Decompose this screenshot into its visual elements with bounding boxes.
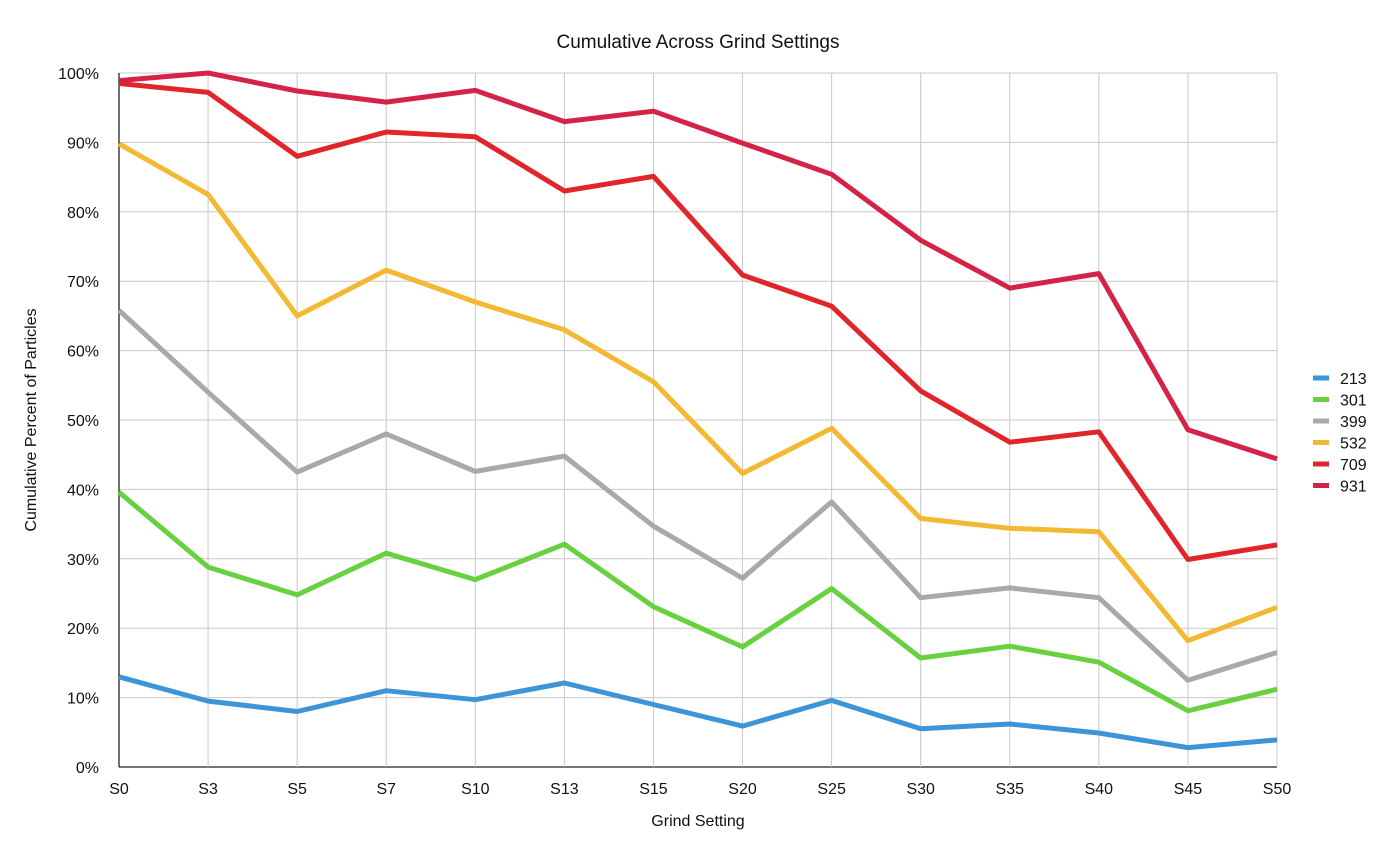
series-line-931: [118, 70, 1278, 462]
series-line-709: [118, 80, 1278, 562]
legend-label-301: 301: [1340, 393, 1367, 410]
horizontal-gridlines: [119, 72, 1277, 768]
x-tick-label: S3: [198, 781, 218, 798]
y-tick-label: 90%: [67, 135, 99, 152]
x-tick-label: S30: [906, 781, 935, 798]
legend-label-532: 532: [1340, 436, 1367, 453]
y-axis-tick-labels: 0% 10% 20% 30% 40% 50% 60% 70% 80% 90% 100%: [58, 66, 99, 777]
y-axis-label: Cumulative Percent of Particles: [23, 308, 40, 531]
series-line-213: [118, 674, 1278, 751]
x-tick-label: S25: [817, 781, 846, 798]
x-tick-label: S35: [996, 781, 1025, 798]
series-lines: [117, 70, 1278, 751]
y-tick-label: 0%: [76, 760, 99, 777]
y-tick-label: 70%: [67, 274, 99, 291]
y-tick-label: 80%: [67, 205, 99, 222]
x-tick-label: S40: [1085, 781, 1114, 798]
x-tick-label: S7: [376, 781, 396, 798]
x-axis-tick-labels: S0 S3 S5 S7 S10 S13 S15 S20 S25 S30 S35 S40 S45 S50: [109, 781, 1291, 798]
legend: 213 301 399 532 709 931: [1313, 371, 1367, 496]
series-line-399: [117, 308, 1278, 683]
y-tick-label: 40%: [67, 482, 99, 499]
legend-label-709: 709: [1340, 457, 1367, 474]
legend-label-213: 213: [1340, 371, 1367, 388]
x-tick-label: S0: [109, 781, 129, 798]
x-tick-label: S45: [1174, 781, 1203, 798]
y-tick-label: 100%: [58, 66, 99, 83]
x-tick-label: S10: [461, 781, 490, 798]
y-tick-label: 10%: [67, 691, 99, 708]
vertical-gridlines: [118, 73, 1278, 767]
x-tick-label: S15: [639, 781, 668, 798]
legend-label-931: 931: [1340, 479, 1367, 496]
y-tick-label: 60%: [67, 344, 99, 361]
x-tick-label: S13: [550, 781, 579, 798]
x-tick-label: S50: [1263, 781, 1292, 798]
chart-title: Cumulative Across Grind Settings: [556, 32, 839, 53]
x-axis-label: Grind Setting: [651, 813, 744, 830]
x-tick-label: S20: [728, 781, 757, 798]
y-tick-label: 20%: [67, 621, 99, 638]
y-tick-label: 30%: [67, 552, 99, 569]
series-line-532: [117, 141, 1278, 644]
legend-label-399: 399: [1340, 414, 1367, 431]
x-tick-label: S5: [287, 781, 307, 798]
y-tick-label: 50%: [67, 413, 99, 430]
series-line-301: [117, 490, 1278, 714]
